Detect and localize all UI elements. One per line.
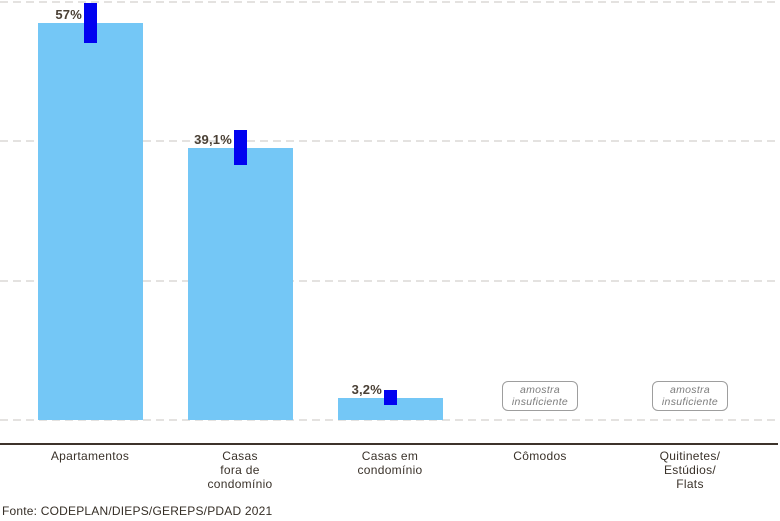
- insufficient-sample-box-comodos: amostra insuficiente: [502, 381, 578, 411]
- bar-casas-fora-de-condominio: [187, 147, 293, 420]
- x-axis-line: [0, 443, 778, 445]
- value-label-casas-em-condominio: 3,2%: [351, 381, 382, 397]
- insufficient-sample-box-quitinetes: amostra insuficiente: [652, 381, 728, 411]
- value-label-casas-fora-de-condominio: 39,1%: [194, 131, 232, 147]
- gridline-60pct: [0, 1, 780, 3]
- error-bar-casas-em-condominio: [383, 390, 397, 406]
- gridline-20pct: [0, 279, 780, 282]
- category-label-quitinetes: Quitinetes/ Estúdios/ Flats: [659, 449, 721, 491]
- bar-apartamentos: [37, 22, 143, 420]
- gridline-40pct: [0, 140, 780, 143]
- category-label-casas-fora-de-condominio: Casas fora de condomínio: [207, 449, 273, 491]
- bar-casas-em-condominio: [337, 397, 443, 420]
- source-note: Fonte: CODEPLAN/DIEPS/GEREPS/PDAD 2021: [2, 504, 273, 518]
- category-label-apartamentos: Apartamentos: [50, 449, 130, 463]
- category-label-comodos: Cômodos: [513, 449, 567, 463]
- error-bar-apartamentos: [83, 2, 97, 44]
- gridline-0pct: [0, 419, 780, 421]
- value-label-apartamentos: 57%: [55, 6, 82, 22]
- category-label-casas-em-condominio: Casas em condomínio: [357, 449, 423, 477]
- error-bar-casas-fora-de-condominio: [233, 130, 247, 165]
